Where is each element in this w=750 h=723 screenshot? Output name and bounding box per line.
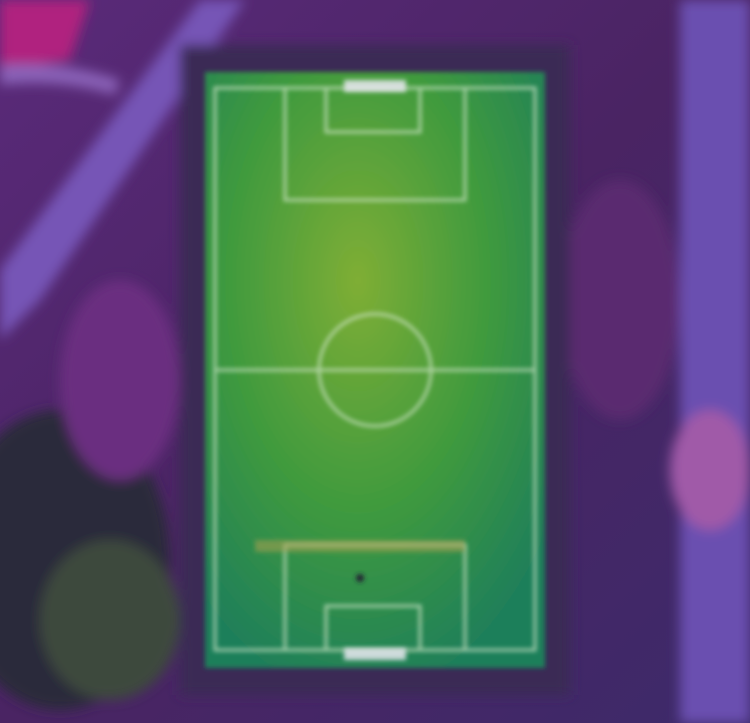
player-row <box>255 540 465 552</box>
path <box>0 64 120 95</box>
goal-top <box>344 80 406 92</box>
players <box>255 540 465 582</box>
player <box>356 574 364 582</box>
centre-circle <box>317 312 433 428</box>
pink-roof <box>0 0 90 70</box>
goals <box>344 80 406 660</box>
right-walkway <box>680 0 750 723</box>
trees <box>60 280 180 480</box>
trees <box>560 180 680 420</box>
goal-bottom <box>344 648 406 660</box>
dark-trees <box>40 540 180 700</box>
tree <box>670 410 750 530</box>
